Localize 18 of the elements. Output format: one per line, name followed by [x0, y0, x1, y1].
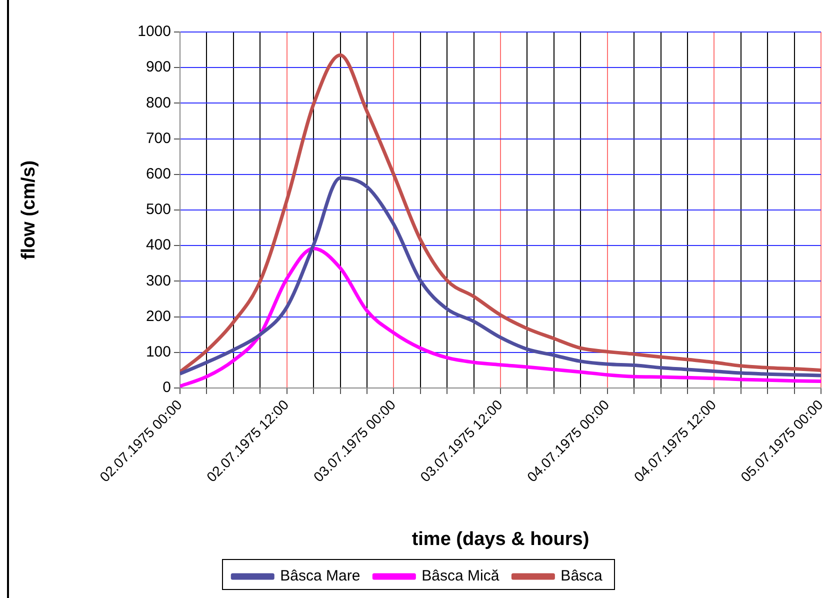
y-tick-label: 700 [146, 130, 171, 147]
legend-label: Bâsca Mare [280, 568, 360, 585]
y-tick-label: 500 [146, 201, 171, 218]
line-series [180, 53, 821, 374]
x-axis-title: time (days & hours) [412, 528, 590, 550]
legend-label: Bâsca [560, 568, 604, 585]
y-tick-label: 1000 [138, 23, 171, 40]
y-tick-label: 100 [146, 344, 171, 361]
y-tick-label: 300 [146, 272, 171, 290]
y-tick-label: 800 [146, 94, 171, 112]
legend-label: Bâsca Mică [422, 568, 500, 585]
y-tick-label: 900 [146, 58, 171, 76]
y-tick-label: 600 [146, 166, 171, 183]
y-axis-title: flow (cm/s) [18, 160, 40, 260]
y-tick-label: 0 [162, 379, 171, 396]
line-series [180, 176, 821, 378]
y-tick-label: 400 [146, 236, 171, 254]
y-tick-label: 200 [146, 308, 171, 325]
